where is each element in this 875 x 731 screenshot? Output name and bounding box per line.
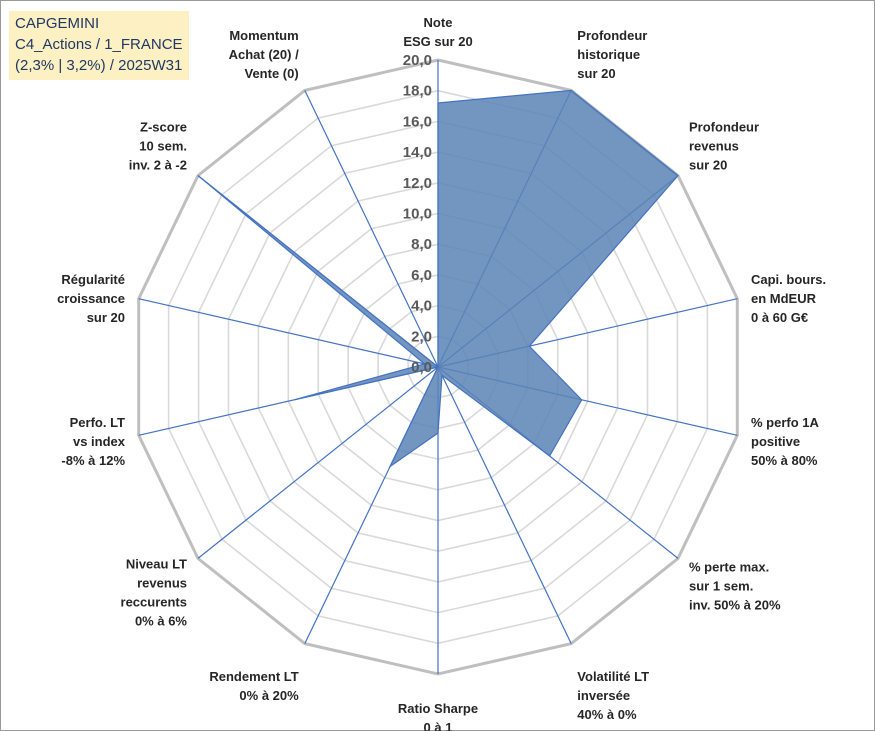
axis-label-line: historique xyxy=(577,47,640,62)
radar-series xyxy=(197,89,679,469)
axis-label: % perte max. sur 1 sem. inv. 50% à 20% xyxy=(689,560,781,613)
axis-label-line: sur 20 xyxy=(689,157,727,172)
radar-axis-labels: Note ESG sur 20 Profondeur historique sur 20… xyxy=(57,15,826,731)
axis-label-line: 40% à 0% xyxy=(577,707,637,722)
axis-spoke xyxy=(437,366,572,644)
axis-spoke xyxy=(138,298,439,368)
tick-label: 20,0 xyxy=(403,52,432,69)
axis-label-line: inv. 50% à 20% xyxy=(689,598,781,613)
axis-label: Capi. bours. en MdEUR 0 à 60 G€ xyxy=(751,272,826,325)
axis-label: % perfo 1A positive 50% à 80% xyxy=(751,415,820,468)
axis-spoke xyxy=(304,90,439,368)
axis-label-line: Perfo. LT xyxy=(70,415,125,430)
axis-label-line: Profondeur xyxy=(689,119,759,134)
axis-label-line: croissance xyxy=(57,291,125,306)
axis-label-line: en MdEUR xyxy=(751,291,817,306)
axis-label: Niveau LT revenus reccurents 0% à 6% xyxy=(121,557,188,629)
title-period: (2,3% | 3,2%) / 2025W31 xyxy=(15,57,183,74)
axis-spoke xyxy=(197,366,439,559)
axis-label: Note ESG sur 20 xyxy=(403,15,472,49)
axis-label-line: Régularité xyxy=(61,272,125,287)
axis-label-line: sur 1 sem. xyxy=(689,579,753,594)
tick-label: 18,0 xyxy=(403,83,432,100)
axis-label-line: 0% à 6% xyxy=(135,614,187,629)
series-area xyxy=(197,89,679,469)
axis-label: Profondeur historique sur 20 xyxy=(577,28,647,81)
axis-label-line: 0% à 20% xyxy=(239,688,299,703)
axis-label-line: Achat (20) / xyxy=(229,47,299,62)
axis-label-line: reccurents xyxy=(121,595,187,610)
axis-label-line: ESG sur 20 xyxy=(403,34,472,49)
tick-label: 16,0 xyxy=(403,113,432,130)
axis-label-line: % perte max. xyxy=(689,560,769,575)
axis-label: Z-score 10 sem. inv. 2 à -2 xyxy=(129,119,187,172)
axis-label: Volatilité LT inversée 40% à 0% xyxy=(577,669,649,722)
axis-label-line: Rendement LT xyxy=(209,669,298,684)
tick-label: 0,0 xyxy=(411,359,432,376)
tick-label: 12,0 xyxy=(403,175,432,192)
axis-label-line: Z-score xyxy=(140,119,187,134)
axis-label-line: Ratio Sharpe xyxy=(398,701,478,716)
axis-label-line: Niveau LT xyxy=(126,557,187,572)
axis-label-line: 0 à 60 G€ xyxy=(751,310,808,325)
axis-label-line: positive xyxy=(751,434,800,449)
axis-label-line: sur 20 xyxy=(577,66,615,81)
tick-label: 4,0 xyxy=(411,298,432,315)
axis-label-line: Vente (0) xyxy=(245,66,299,81)
axis-label-line: 10 sem. xyxy=(139,138,187,153)
title-category: C4_Actions / 1_FRANCE xyxy=(15,36,183,53)
axis-label-line: % perfo 1A xyxy=(751,415,820,430)
axis-label-line: vs index xyxy=(73,434,126,449)
chart-title-box: CAPGEMINI C4_Actions / 1_FRANCE (2,3% | … xyxy=(9,11,189,80)
axis-label: Perfo. LT vs index -8% à 12% xyxy=(61,415,125,468)
radar-tick-labels: 0,0 2,0 4,0 6,0 8,0 10,0 12,0 14,0 16,0 18,0 20,0 xyxy=(403,52,432,376)
axis-label-line: Profondeur xyxy=(577,28,647,43)
axis-label-line: sur 20 xyxy=(87,310,125,325)
axis-label: Régularité croissance sur 20 xyxy=(57,272,125,325)
tick-label: 14,0 xyxy=(403,144,432,161)
tick-label: 2,0 xyxy=(411,328,432,345)
tick-label: 10,0 xyxy=(403,206,432,223)
axis-label: Ratio Sharpe 0 à 1 xyxy=(398,701,478,731)
axis-label: Profondeur revenus sur 20 xyxy=(689,119,759,172)
axis-label-line: inv. 2 à -2 xyxy=(129,157,187,172)
axis-label-line: Capi. bours. xyxy=(751,272,826,287)
title-company: CAPGEMINI xyxy=(15,15,100,32)
axis-label-line: Momentum xyxy=(229,28,298,43)
axis-label-line: Note xyxy=(424,15,453,30)
axis-label: Rendement LT 0% à 20% xyxy=(209,669,299,703)
tick-label: 6,0 xyxy=(411,267,432,284)
axis-label-line: revenus xyxy=(137,576,187,591)
axis-label-line: Volatilité LT xyxy=(577,669,649,684)
axis-label-line: 0 à 1 xyxy=(424,720,453,731)
tick-label: 8,0 xyxy=(411,236,432,253)
axis-label-line: 50% à 80% xyxy=(751,453,818,468)
axis-label-line: inversée xyxy=(577,688,630,703)
axis-label: Momentum Achat (20) / Vente (0) xyxy=(229,28,299,81)
axis-label-line: revenus xyxy=(689,138,739,153)
axis-label-line: -8% à 12% xyxy=(61,453,125,468)
